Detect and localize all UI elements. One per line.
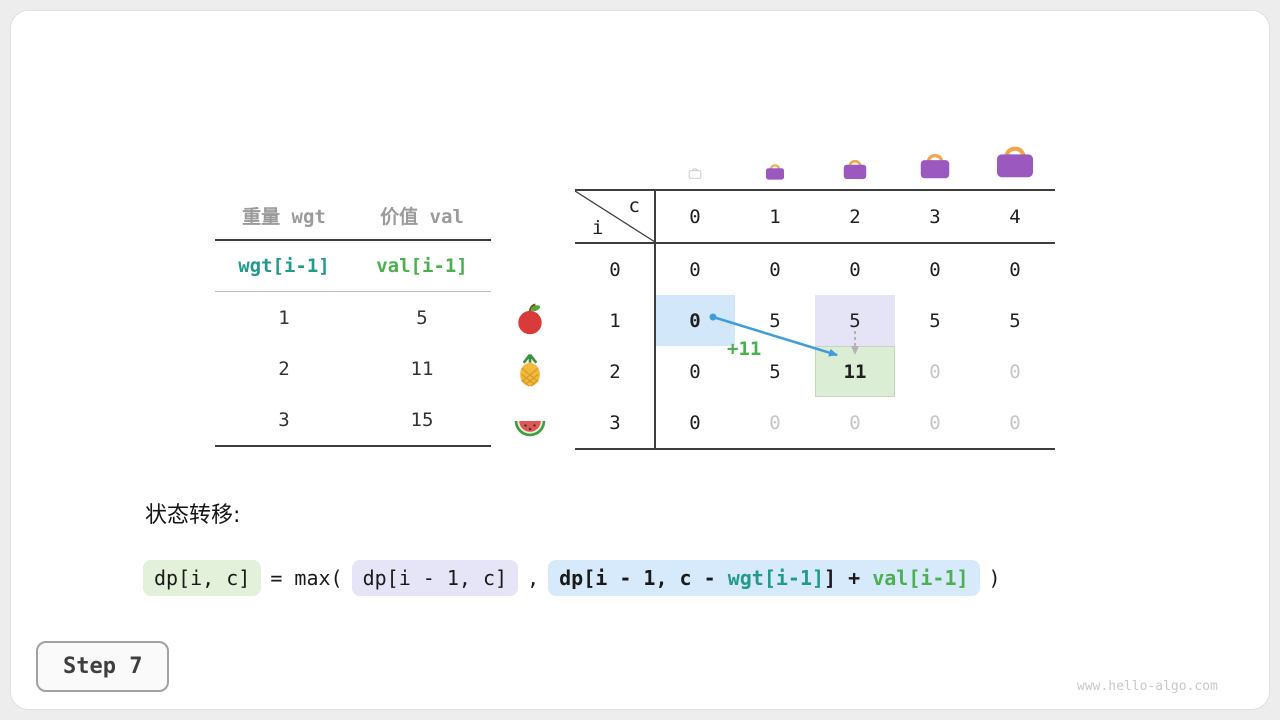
dp-cell-r3-c3: 0 <box>929 411 941 434</box>
items-table-header-row: 重量 wgt 价值 val <box>215 192 491 241</box>
item-1-value: 5 <box>416 306 428 329</box>
dp-cell-r2-c0: 0 <box>689 360 701 383</box>
dp-cell-r1-c3: 5 <box>929 309 941 332</box>
apple-icon <box>512 301 548 337</box>
dp-cell-r2-c3: 0 <box>929 360 941 383</box>
bag-empty-icon <box>686 163 704 181</box>
dp-cell-r2-c4: 0 <box>1009 360 1021 383</box>
dp-row-3: 3 0 0 0 0 0 <box>575 397 1055 448</box>
transition-formula: dp[i, c] = max( dp[i - 1, c] , dp[i - 1,… <box>143 560 1010 596</box>
item-row-3: 3 15 <box>215 394 491 445</box>
dp-row-label-1: 1 <box>609 309 621 332</box>
item-3-weight: 3 <box>278 408 290 431</box>
watermelon-icon <box>512 403 548 439</box>
dp-cell-r1-c2: 5 <box>815 295 895 346</box>
formula-take-prefix: dp[i - 1, c - <box>559 566 728 590</box>
dp-row-label-2: 2 <box>609 360 621 383</box>
formula-val-term: val[i-1] <box>872 566 969 590</box>
watermark: www.hello-algo.com <box>1077 679 1218 694</box>
dp-row-0: 0 0 0 0 0 0 <box>575 244 1055 295</box>
dp-row-1: 1 0 5 5 5 5 <box>575 295 1055 346</box>
formula-dp-take: dp[i - 1, c - wgt[i-1]] + val[i-1] <box>548 560 980 596</box>
dp-table-header-row: c i 0 1 2 3 4 <box>575 191 1055 244</box>
dp-table: c i 0 1 2 3 4 0 0 0 0 0 0 1 0 5 5 5 5 2 … <box>575 189 1055 450</box>
dp-row-label-0: 0 <box>609 258 621 281</box>
formula-dp-skip: dp[i - 1, c] <box>351 560 519 596</box>
dp-cell-r0-c1: 0 <box>769 258 781 281</box>
items-formula-wgt: wgt[i-1] <box>238 255 330 277</box>
formula-dp-current: dp[i, c] <box>143 560 262 596</box>
dp-cell-r0-c0: 0 <box>689 258 701 281</box>
item-2-weight: 2 <box>278 357 290 380</box>
dp-cell-r3-c1: 0 <box>769 411 781 434</box>
item-row-1: 1 5 <box>215 292 491 343</box>
dp-col-header-0: 0 <box>689 205 701 228</box>
step-badge: Step 7 <box>36 641 170 692</box>
items-header-weight: 重量 wgt <box>242 206 326 228</box>
dp-corner-col-label: c <box>628 195 640 217</box>
dp-row-2: 2 0 5 11 0 0 <box>575 346 1055 397</box>
dp-cell-r2-c2: 11 <box>815 346 895 397</box>
dp-cell-r3-c4: 0 <box>1009 411 1021 434</box>
dp-cell-r0-c3: 0 <box>929 258 941 281</box>
dp-cell-r1-c4: 5 <box>1009 309 1021 332</box>
dp-table-vertical-line <box>654 191 656 448</box>
bag-large-icon <box>916 144 954 182</box>
dp-col-header-1: 1 <box>769 205 781 228</box>
dp-cell-r3-c2: 0 <box>849 411 861 434</box>
dp-cell-r2-c1: 5 <box>769 360 781 383</box>
formula-wgt-term: wgt[i-1] <box>727 566 825 590</box>
dp-row-label-3: 3 <box>609 411 621 434</box>
formula-comma: , <box>527 566 540 590</box>
item-row-2: 2 11 <box>215 343 491 394</box>
dp-corner-row-label: i <box>592 217 604 239</box>
items-table-formula-row: wgt[i-1] val[i-1] <box>215 241 491 292</box>
pineapple-icon <box>512 352 548 388</box>
bag-small-icon <box>763 158 787 182</box>
bag-xlarge-icon <box>991 134 1039 182</box>
dp-cell-r0-c2: 0 <box>849 258 861 281</box>
items-formula-val: val[i-1] <box>376 255 468 277</box>
items-header-value: 价值 val <box>380 206 464 228</box>
dp-cell-r0-c4: 0 <box>1009 258 1021 281</box>
item-1-weight: 1 <box>278 306 290 329</box>
dp-col-header-3: 3 <box>929 205 941 228</box>
dp-col-header-2: 2 <box>849 205 861 228</box>
bag-medium-icon <box>840 152 870 182</box>
formula-plus: ] + <box>824 566 873 590</box>
item-2-value: 11 <box>410 357 434 380</box>
formula-equals-max: = max( <box>270 566 343 590</box>
dp-cell-r1-c0: 0 <box>655 295 735 346</box>
transition-title: 状态转移: <box>145 503 241 528</box>
items-table: 重量 wgt 价值 val wgt[i-1] val[i-1] 1 5 2 11… <box>215 192 491 447</box>
formula-close-paren: ) <box>988 566 1001 590</box>
dp-col-header-4: 4 <box>1009 205 1021 228</box>
dp-cell-r3-c0: 0 <box>689 411 701 434</box>
dp-corner-cell: c i <box>575 191 655 242</box>
corner-diagonal-line <box>575 191 655 242</box>
arrow-value-label: +11 <box>727 338 762 360</box>
item-3-value: 15 <box>410 408 434 431</box>
